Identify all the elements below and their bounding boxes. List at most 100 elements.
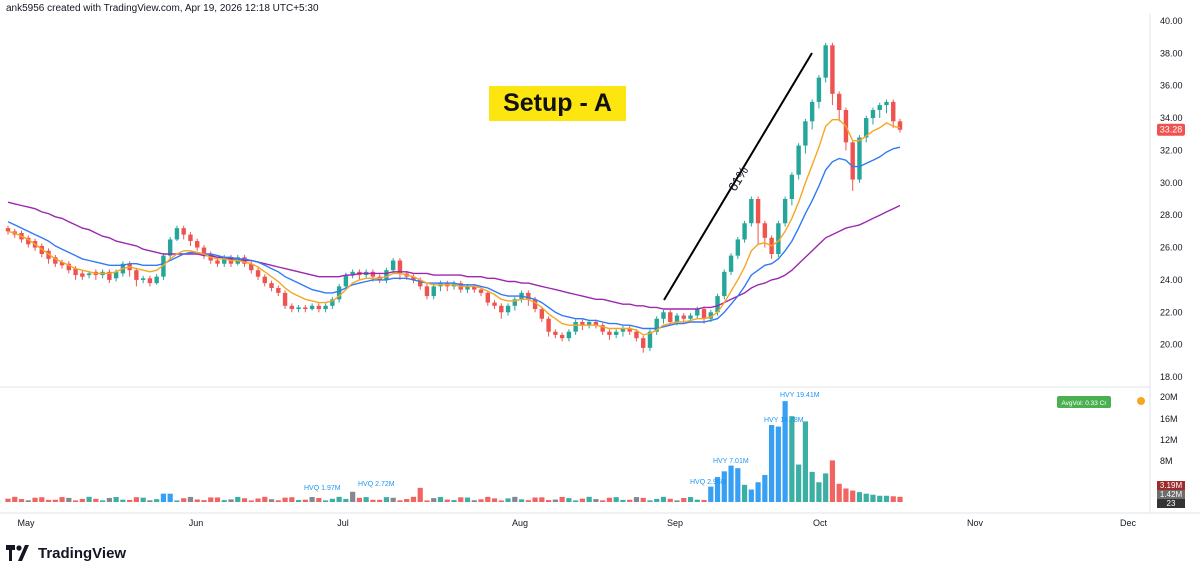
candle-body [573, 321, 578, 332]
candle-body [559, 334, 565, 339]
volume-bar [390, 497, 396, 502]
volume-bar [350, 491, 356, 502]
volume-bar [377, 499, 383, 502]
chart-credit: ank5956 created with TradingView.com, Ap… [6, 3, 319, 14]
volume-bar [32, 497, 38, 502]
candle-body [546, 318, 551, 332]
candle-body [553, 331, 558, 335]
candle-body [147, 278, 153, 284]
candle-body [627, 328, 632, 332]
price-tick-label: 34.00 [1160, 113, 1183, 123]
volume-value-badge [1157, 499, 1185, 508]
candle-body [749, 199, 754, 224]
candle-body [668, 312, 673, 322]
price-tick-label: 24.00 [1160, 275, 1183, 285]
volume-bar [174, 500, 180, 502]
candle-body [728, 255, 734, 272]
candle-body [566, 331, 572, 339]
volume-bar [809, 471, 815, 502]
candle-body [864, 118, 869, 138]
candle-body [465, 286, 470, 290]
avg-volume-badge [1057, 396, 1111, 408]
volume-bar [336, 496, 342, 502]
candle-body [836, 93, 842, 110]
candle-body [397, 260, 403, 274]
volume-bar [741, 484, 748, 502]
candle-body [891, 101, 896, 122]
candle-body [323, 305, 328, 310]
candle-body [282, 292, 288, 306]
volume-bar [140, 497, 146, 502]
candle-body [336, 286, 342, 300]
volume-bar [877, 495, 883, 502]
volume-bar [843, 488, 849, 502]
candle-body [776, 223, 781, 255]
volume-bar [836, 483, 842, 502]
volume-value-badge [1157, 490, 1185, 499]
candle-body [303, 307, 308, 310]
candle-body [269, 283, 274, 288]
time-tick-label: May [17, 518, 35, 528]
price-tick-label: 18.00 [1160, 372, 1183, 382]
time-tick-label: Nov [967, 518, 984, 528]
volume-bar [525, 500, 531, 502]
candle-body [715, 296, 720, 313]
volume-bar [775, 426, 781, 502]
candle-body [181, 228, 186, 235]
volume-tick-label: 8M [1160, 456, 1173, 466]
volume-bar [437, 496, 444, 502]
volume-bar [769, 425, 775, 502]
volume-bar [687, 497, 694, 502]
volume-bar [262, 496, 268, 502]
volume-bar [654, 498, 660, 502]
volume-bar [701, 499, 707, 502]
candle-body [695, 309, 700, 316]
volume-bar [498, 500, 504, 502]
candle-body [370, 271, 376, 277]
candle-body [384, 270, 389, 280]
brand-text: TradingView [38, 544, 127, 562]
volume-bar [593, 499, 599, 502]
candle-body [174, 228, 180, 240]
volume-bar [640, 497, 646, 502]
volume-bar [25, 500, 31, 502]
volume-bar [424, 500, 430, 502]
candle-body [735, 239, 741, 256]
volume-bar [573, 500, 579, 502]
volume-bar [12, 496, 18, 502]
candle-body [26, 237, 31, 245]
volume-bar [471, 500, 477, 502]
volume-bar [302, 499, 308, 502]
volume-bar [343, 498, 349, 502]
volume-tick-label: 12M [1160, 435, 1178, 445]
volume-bar [45, 499, 52, 502]
volume-bar [113, 497, 119, 502]
time-tick-label: Dec [1120, 518, 1137, 528]
volume-bar [478, 499, 484, 502]
volume-bar [356, 497, 362, 502]
volume-bar [823, 473, 829, 502]
volume-bar [735, 468, 741, 502]
volume-bar [187, 496, 194, 502]
price-tick-label: 26.00 [1160, 243, 1183, 253]
candle-body [857, 137, 862, 180]
volume-bar [458, 497, 464, 502]
candle-body [492, 302, 497, 306]
volume-bar [748, 489, 754, 502]
price-tick-label: 36.00 [1160, 81, 1183, 91]
volume-bar [586, 496, 592, 502]
alert-icon [1137, 397, 1145, 405]
candle-body [296, 307, 301, 310]
volume-bar [829, 460, 836, 502]
candle-body [722, 271, 727, 297]
candle-body [140, 278, 146, 280]
volume-bar [883, 495, 890, 502]
volume-event-label: HVY 7.01M [713, 458, 749, 465]
candle-body [674, 315, 680, 322]
last-price-label: 33.28 [1160, 125, 1183, 135]
candle-body [343, 275, 349, 287]
volume-bar [79, 498, 85, 502]
candle-body [600, 325, 605, 332]
candle-body [742, 223, 747, 240]
